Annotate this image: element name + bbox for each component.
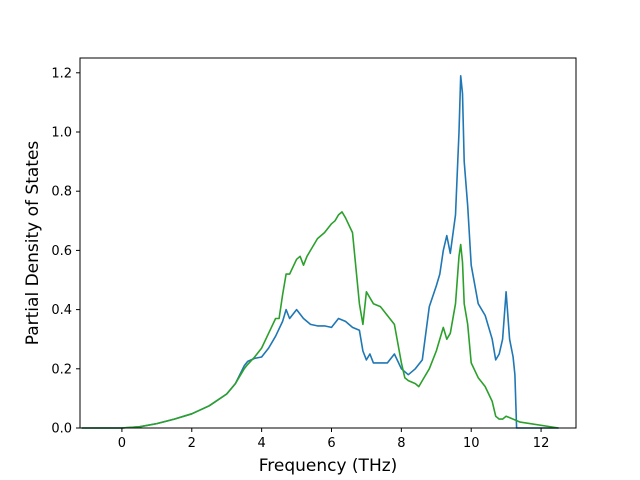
y-tick-label: 0.8 <box>51 185 72 200</box>
y-tick-label: 0.0 <box>51 422 72 437</box>
series-layer <box>81 75 559 429</box>
y-tick-label: 1.2 <box>51 66 72 81</box>
x-tick-label: 6 <box>327 436 335 451</box>
x-tick-label: 10 <box>463 436 480 451</box>
series-line-1 <box>81 75 559 429</box>
x-tick-label: 2 <box>188 436 196 451</box>
y-tick-label: 0.4 <box>51 303 72 318</box>
x-tick-label: 8 <box>397 436 405 451</box>
plot-frame <box>79 57 577 429</box>
x-tick-label: 4 <box>257 436 265 451</box>
y-tick-label: 1.0 <box>51 126 72 141</box>
x-tick-label: 12 <box>533 436 550 451</box>
y-tick-label: 0.2 <box>51 362 72 377</box>
x-tick-label: 0 <box>118 436 126 451</box>
y-tick-label: 0.6 <box>51 244 72 259</box>
x-axis-label: Frequency (THz) <box>259 456 398 476</box>
series-line-2 <box>81 211 559 429</box>
y-axis-label: Partial Density of States <box>23 141 43 346</box>
tick-layer: 0 2 4 6 8 10 12 0.0 0.2 0.4 0.6 0.8 1.0 1.2 <box>51 66 549 451</box>
